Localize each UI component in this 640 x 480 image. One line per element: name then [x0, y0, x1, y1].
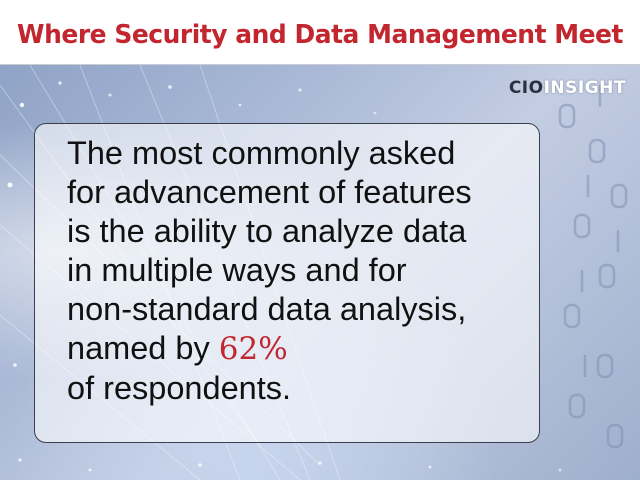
callout-text: The most commonly asked for advancement … [67, 134, 527, 408]
callout-line: for advancement of features [67, 174, 472, 210]
callout-line: is the ability to analyze data [67, 213, 467, 249]
callout-line-stat: named by 62% [67, 329, 527, 369]
callout-lead-in: named by [67, 330, 210, 366]
callout-line: non-standard data analysis, [67, 291, 467, 327]
cio-insight-logo: CIOINSIGHT [509, 78, 626, 98]
callout-line: in multiple ways and for [67, 252, 407, 288]
stat-percentage: 62% [218, 331, 288, 367]
logo-cio-text: CIO [508, 78, 544, 98]
slide-header: Where Security and Data Management Meet [0, 0, 640, 65]
callout-line: The most commonly asked [67, 135, 456, 171]
callout-box: The most commonly asked for advancement … [34, 123, 540, 443]
logo-insight-text: INSIGHT [543, 78, 626, 98]
slide-title: Where Security and Data Management Meet [17, 20, 623, 50]
callout-line: of respondents. [67, 370, 292, 406]
